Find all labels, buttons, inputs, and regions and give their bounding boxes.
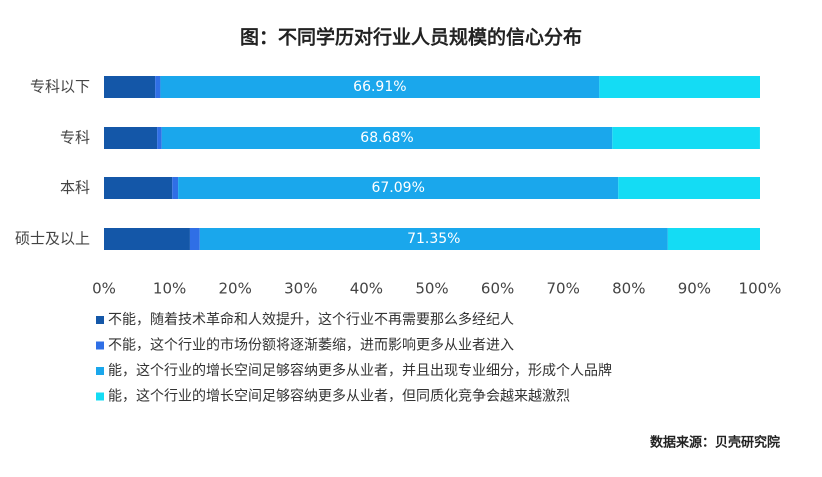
- bar-segment: [104, 228, 190, 250]
- legend-swatch: [96, 392, 104, 401]
- y-tick-label: 专科: [60, 129, 90, 147]
- source: 数据来源：贝壳研究院: [650, 435, 780, 451]
- legend-label: 不能，随着技术革命和人效提升，这个行业不再需要那么多经纪人: [108, 311, 514, 328]
- bar-segment: [161, 127, 613, 149]
- bar-segment: [667, 228, 760, 250]
- legend-swatch: [96, 316, 104, 324]
- legend-swatch: [96, 341, 104, 350]
- bar-segment: [178, 177, 619, 199]
- x-tick-label: 10%: [153, 280, 186, 298]
- bar-segment: [172, 177, 179, 199]
- bar-segment: [612, 127, 760, 149]
- bar-segment: [160, 76, 600, 98]
- y-tick-label: 硕士及以上: [15, 230, 90, 248]
- x-tick-label: 70%: [547, 280, 580, 298]
- legend-swatch: [96, 367, 104, 375]
- value-label: 66.91%: [353, 79, 406, 95]
- bar-segment: [104, 76, 156, 98]
- bar-segment: [618, 177, 760, 199]
- chart-title: 图：不同学历对行业人员规模的信心分布: [240, 26, 582, 49]
- bar-segment: [155, 76, 161, 98]
- legend-label: 不能，这个行业的市场份额将逐渐萎缩，进而影响更多从业者进入: [108, 337, 514, 354]
- bar-segment: [189, 228, 200, 250]
- bar-segment: [157, 127, 162, 149]
- bar-segment: [104, 127, 158, 149]
- bar-segment: [104, 177, 173, 199]
- value-label: 67.09%: [371, 180, 424, 196]
- y-tick-label: 专科以下: [30, 78, 90, 96]
- x-tick-label: 30%: [284, 280, 317, 298]
- x-tick-label: 0%: [92, 280, 116, 298]
- y-tick-label: 本科: [60, 179, 90, 197]
- value-label: 71.35%: [407, 231, 460, 247]
- bar-segment: [599, 76, 760, 98]
- bar-segment: [199, 228, 668, 250]
- x-tick-label: 20%: [219, 280, 252, 298]
- legend-label: 能，这个行业的增长空间足够容纳更多从业者，并且出现专业细分，形成个人品牌: [108, 362, 612, 379]
- x-tick-label: 40%: [350, 280, 383, 298]
- x-tick-label: 50%: [415, 280, 448, 298]
- legend-label: 能，这个行业的增长空间足够容纳更多从业者，但同质化竞争会越来越激烈: [108, 388, 570, 405]
- value-label: 68.68%: [360, 130, 413, 146]
- x-tick-label: 90%: [678, 280, 711, 298]
- x-tick-label: 100%: [739, 280, 782, 298]
- x-tick-label: 80%: [612, 280, 645, 298]
- x-tick-label: 60%: [481, 280, 514, 298]
